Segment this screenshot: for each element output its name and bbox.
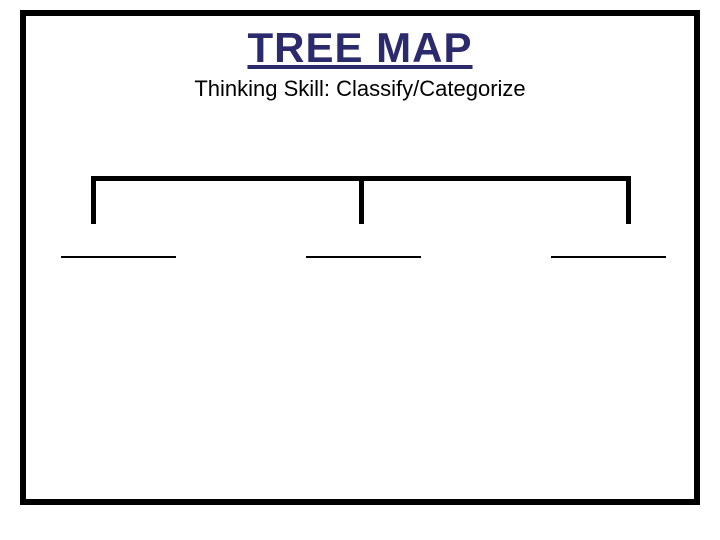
branch-underline-left [61,256,176,258]
diagram-frame: TREE MAP Thinking Skill: Classify/Catego… [20,10,700,505]
diagram-subtitle: Thinking Skill: Classify/Categorize [194,76,525,102]
connector-branch-middle [359,176,364,224]
branch-underline-middle [306,256,421,258]
tree-connector [91,176,631,224]
connector-branch-left [91,176,96,224]
branch-underline-right [551,256,666,258]
diagram-title: TREE MAP [247,24,472,72]
connector-branch-right [626,176,631,224]
